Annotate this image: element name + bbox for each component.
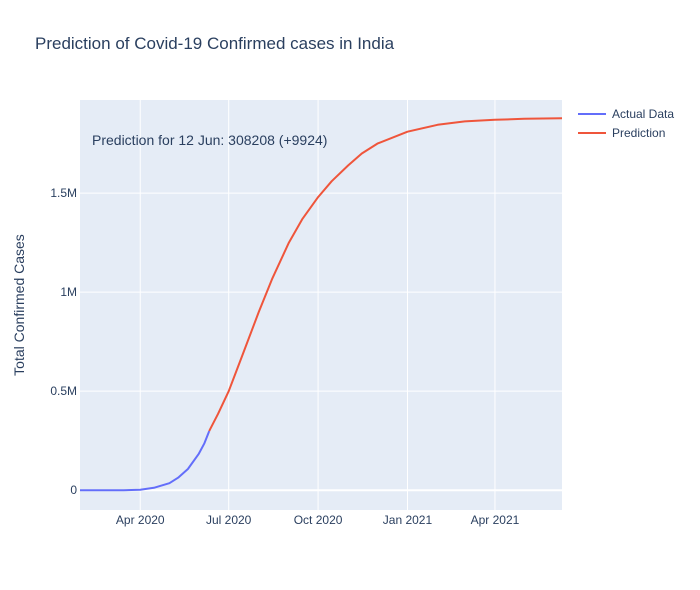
plot-background[interactable] [80, 100, 562, 510]
legend-label: Prediction [612, 126, 665, 140]
prediction-annotation: Prediction for 12 Jun: 308208 (+9924) [92, 132, 327, 148]
series-line-actual-data[interactable] [80, 430, 211, 492]
x-tick-label: Apr 2021 [471, 513, 520, 527]
x-tick-label: Apr 2020 [116, 513, 165, 527]
legend-item-actual-data[interactable]: Actual Data [578, 107, 674, 121]
y-axis-ticks: 0 0.5M 1M 1.5M [50, 186, 77, 497]
legend[interactable]: Actual Data Prediction [578, 107, 674, 140]
y-tick-label: 0.5M [50, 384, 77, 398]
x-gridlines [139, 100, 496, 510]
series-line-prediction[interactable] [208, 117, 563, 432]
y-tick-label: 1.5M [50, 186, 77, 200]
y-axis-title: Total Confirmed Cases [11, 234, 27, 376]
x-axis-ticks: Apr 2020 Jul 2020 Oct 2020 Jan 2021 Apr 2021 [116, 513, 520, 527]
legend-label: Actual Data [612, 107, 674, 121]
x-tick-label: Jan 2021 [383, 513, 433, 527]
chart-title: Prediction of Covid-19 Confirmed cases i… [35, 34, 395, 53]
x-tick-label: Jul 2020 [206, 513, 252, 527]
series-layer [80, 117, 563, 492]
x-tick-label: Oct 2020 [294, 513, 343, 527]
legend-item-prediction[interactable]: Prediction [578, 126, 665, 140]
y-tick-label: 1M [60, 285, 77, 299]
y-tick-label: 0 [70, 483, 77, 497]
